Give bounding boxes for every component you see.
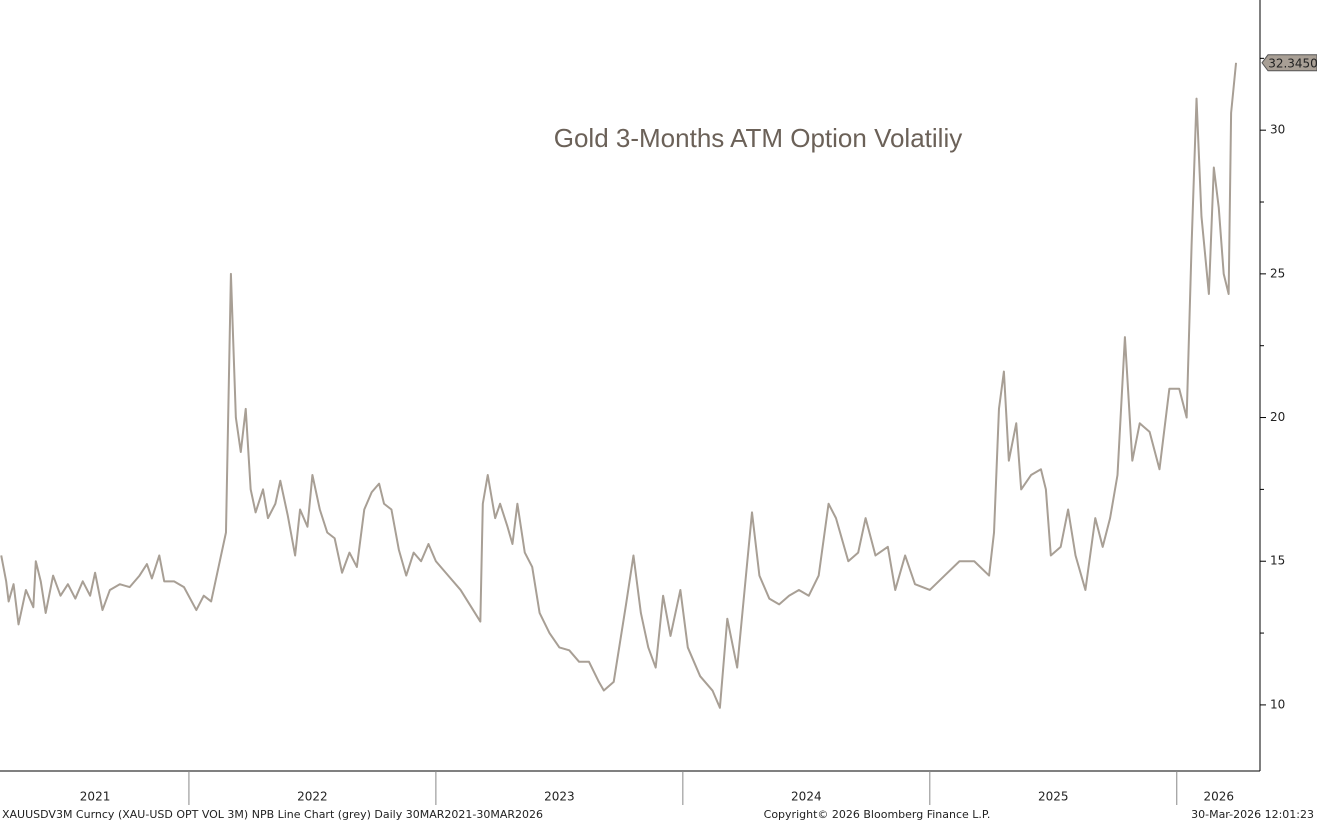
series-line: [0, 62, 1238, 709]
x-tick-label: 2023: [544, 790, 575, 804]
x-tick-label: 2026: [1203, 790, 1234, 804]
chart-title: Gold 3-Months ATM Option Volatiliy: [554, 123, 962, 153]
source-note: XAUUSDV3M Curncy (XAU-USD OPT VOL 3M) NP…: [2, 808, 543, 821]
y-tick-label: 10: [1270, 697, 1285, 711]
x-tick-label: 2022: [297, 790, 328, 804]
x-tick-label: 2021: [80, 790, 111, 804]
last-value-tag: [1261, 54, 1317, 72]
copyright: Copyright© 2026 Bloomberg Finance L.P.: [764, 808, 991, 821]
y-tick-label: 20: [1270, 410, 1285, 424]
last-value-label: 32.3450: [1268, 56, 1317, 70]
x-tick-label: 2024: [791, 790, 822, 804]
y-tick-label: 15: [1270, 554, 1285, 568]
y-tick-label: 30: [1270, 123, 1285, 137]
x-tick-label: 2025: [1038, 790, 1069, 804]
timestamp: 30-Mar-2026 12:01:23: [1191, 808, 1314, 821]
y-tick-label: 25: [1270, 266, 1285, 280]
